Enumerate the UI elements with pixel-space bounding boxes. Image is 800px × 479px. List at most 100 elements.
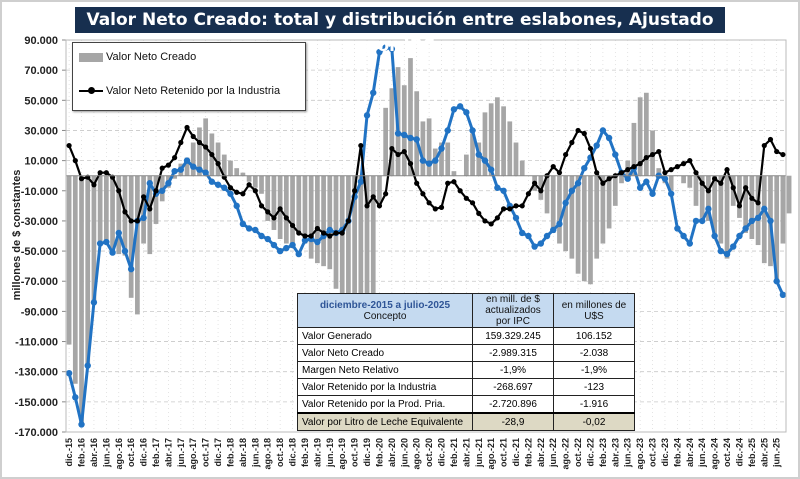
point — [749, 195, 755, 201]
point — [301, 237, 309, 244]
x-tick-label: ago.-22 — [561, 438, 571, 470]
x-tick-label: abr.-19 — [312, 438, 322, 467]
bar — [197, 127, 202, 176]
point — [687, 158, 693, 164]
bar — [563, 175, 569, 252]
point — [444, 127, 451, 134]
point — [407, 161, 414, 167]
point — [227, 190, 234, 197]
bar — [451, 171, 457, 176]
point — [165, 180, 172, 187]
concept-cell: Valor por Litro de Leche Equivalente — [297, 412, 473, 431]
bar — [308, 175, 314, 259]
bar — [513, 142, 519, 176]
point — [320, 230, 327, 236]
point — [469, 200, 476, 206]
point — [252, 226, 259, 234]
point — [605, 134, 613, 142]
point — [457, 188, 463, 194]
bar — [724, 175, 730, 259]
point — [271, 215, 277, 221]
point — [705, 205, 712, 213]
point — [276, 247, 284, 255]
ars-cell: -2.720.896 — [472, 395, 554, 414]
point — [432, 206, 438, 212]
bar — [72, 175, 78, 384]
point — [476, 210, 482, 216]
point — [302, 233, 308, 239]
bar — [668, 175, 674, 191]
point — [667, 190, 675, 197]
point — [600, 180, 606, 186]
point — [779, 291, 787, 298]
bar — [755, 175, 761, 246]
y-axis-label: millones de $ constantes — [11, 170, 23, 301]
point — [599, 127, 607, 134]
point — [326, 226, 333, 234]
point — [736, 203, 743, 209]
point — [265, 209, 271, 215]
bar — [699, 175, 705, 218]
bar — [252, 175, 258, 188]
bar — [190, 142, 196, 176]
bar — [439, 142, 444, 176]
bar — [488, 103, 494, 176]
point — [239, 220, 247, 228]
point — [606, 176, 612, 182]
point — [233, 202, 240, 210]
bar — [327, 175, 333, 270]
bar — [339, 175, 345, 304]
bar — [234, 168, 240, 176]
x-tick-label: abr.-20 — [387, 438, 397, 467]
ars-cell: -1,9% — [472, 361, 554, 379]
bar — [290, 175, 295, 249]
bar — [259, 175, 264, 194]
bar — [128, 175, 134, 298]
usd-cell: -1.916 — [553, 395, 635, 414]
bar — [91, 175, 97, 303]
x-tick-label: dic.-15 — [64, 438, 74, 467]
bar — [637, 97, 643, 176]
bar — [228, 160, 233, 176]
point — [388, 45, 396, 53]
x-tick-label: oct.-22 — [573, 438, 583, 467]
point — [724, 167, 730, 173]
bar — [122, 175, 128, 256]
point — [103, 238, 110, 246]
point — [382, 44, 389, 51]
x-tick-label: abr.-16 — [89, 438, 99, 467]
bar — [370, 175, 376, 297]
bar — [737, 175, 742, 218]
point — [91, 182, 97, 188]
legend-line-marker-icon — [79, 87, 103, 94]
point — [172, 155, 178, 161]
bar — [426, 118, 432, 176]
x-tick-label: feb.-19 — [300, 438, 310, 467]
point — [127, 265, 135, 273]
point — [159, 187, 166, 194]
point — [500, 187, 507, 194]
x-tick-label: abr.-17 — [163, 438, 173, 467]
point — [308, 233, 314, 239]
x-tick-label: dic.-18 — [288, 438, 298, 467]
bar — [482, 112, 488, 176]
legend-label: Valor Neto Retenido por la Industria — [106, 85, 281, 97]
point — [209, 151, 215, 158]
bar — [761, 175, 767, 264]
usd-cell: -123 — [553, 378, 635, 396]
point — [345, 218, 352, 224]
table-row: Margen Neto Relativo -1,9% -1,9% — [297, 361, 635, 379]
bar — [463, 154, 469, 176]
point — [240, 191, 246, 197]
point — [115, 229, 122, 237]
x-tick-label: ago.-19 — [337, 438, 347, 470]
point — [550, 164, 556, 170]
bar — [346, 175, 351, 309]
point — [636, 184, 644, 191]
bar — [321, 175, 326, 267]
x-tick-label: feb.-17 — [151, 438, 161, 467]
bar — [519, 160, 525, 176]
point — [72, 158, 78, 164]
point — [414, 180, 420, 186]
point — [568, 187, 576, 194]
